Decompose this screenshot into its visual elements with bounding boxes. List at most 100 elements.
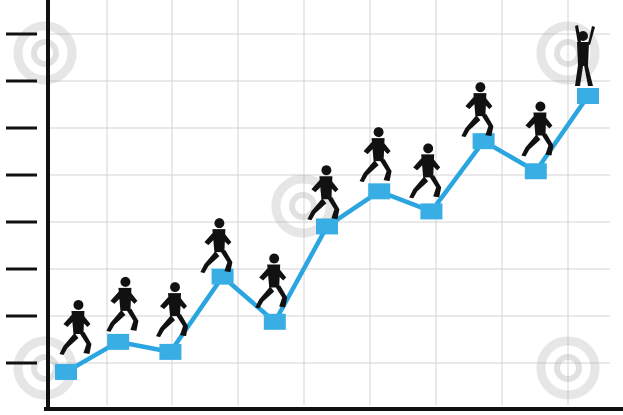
person-leg-back xyxy=(307,198,327,221)
person-head xyxy=(373,127,384,138)
person-arm-back xyxy=(160,296,173,310)
watermark-ring-outer xyxy=(536,336,600,400)
person-arm-front xyxy=(380,141,391,155)
watermark-ring-inner xyxy=(31,39,59,67)
person-arm-front xyxy=(127,290,138,304)
person-arm-back xyxy=(63,313,76,327)
person-arm-back xyxy=(465,96,478,110)
person-leg-back xyxy=(156,315,176,338)
watermark-ring-outer xyxy=(271,174,335,238)
person-arm-back xyxy=(204,232,217,246)
person-arm-back xyxy=(363,141,376,155)
running-businessman xyxy=(359,127,392,183)
person-arm-front xyxy=(542,115,553,129)
person-head xyxy=(120,276,131,287)
person-arm-front xyxy=(430,157,441,171)
person-leg-left xyxy=(575,65,583,86)
person-leg-front xyxy=(79,331,92,354)
trend-marker xyxy=(577,88,599,104)
person-head xyxy=(73,299,84,310)
trend-marker xyxy=(211,268,234,285)
person-leg-back xyxy=(521,134,541,157)
person-arm-front xyxy=(80,313,91,327)
person-leg-front xyxy=(220,250,233,273)
trend-marker xyxy=(524,163,547,180)
running-businessman xyxy=(255,253,288,309)
person-leg-front xyxy=(481,114,494,137)
running-businessman xyxy=(59,299,92,355)
person-head xyxy=(423,143,434,154)
person-leg-back xyxy=(59,332,79,355)
person-leg-front xyxy=(126,308,139,331)
person-leg-front xyxy=(541,133,554,156)
person-leg-front xyxy=(327,197,340,220)
person-leg-right xyxy=(584,65,593,86)
running-businessman xyxy=(461,82,494,138)
person-arm-raised-right xyxy=(588,26,595,45)
person-arm-raised-left xyxy=(575,25,581,44)
person-torso xyxy=(473,93,487,117)
person-torso xyxy=(533,112,547,136)
trend-marker xyxy=(263,313,286,330)
person-arm-back xyxy=(259,267,272,281)
watermark-ring-inner xyxy=(289,192,317,220)
trend-marker xyxy=(368,183,391,200)
watermark-ring-inner xyxy=(31,354,59,382)
person-arm-back xyxy=(525,115,538,129)
person-torso xyxy=(371,138,385,162)
person-torso xyxy=(168,293,182,317)
person-torso xyxy=(319,176,333,200)
silhouette-layer xyxy=(59,25,595,355)
trend-marker xyxy=(159,343,182,360)
person-arm-front xyxy=(276,267,287,281)
person-torso xyxy=(71,310,85,334)
trend-marker xyxy=(472,133,495,150)
running-businessman xyxy=(200,218,233,274)
person-torso xyxy=(577,42,589,66)
trend-marker xyxy=(316,218,338,235)
person-torso xyxy=(267,264,281,288)
trend-marker xyxy=(55,363,77,380)
person-torso xyxy=(421,154,435,178)
trend-layer xyxy=(55,88,599,380)
person-arm-front xyxy=(482,96,493,110)
person-leg-front xyxy=(379,159,392,182)
person-arm-front xyxy=(177,296,188,310)
person-leg-front xyxy=(275,285,288,308)
running-businessman xyxy=(409,143,442,199)
person-arm-back xyxy=(311,179,324,193)
person-arm-front xyxy=(221,232,232,246)
person-head xyxy=(578,31,588,41)
watermark-icon xyxy=(536,336,600,400)
running-businessman xyxy=(521,101,554,157)
person-leg-back xyxy=(461,115,481,138)
watermark-icon xyxy=(271,174,335,238)
person-head xyxy=(214,218,225,229)
running-businessman xyxy=(106,276,139,332)
watermark-ring-inner xyxy=(554,354,582,382)
person-arm-back xyxy=(110,290,123,304)
person-head xyxy=(269,253,280,264)
person-head xyxy=(475,82,486,93)
person-head xyxy=(170,282,181,293)
person-leg-back xyxy=(106,309,126,332)
person-torso xyxy=(212,229,226,253)
person-head xyxy=(321,165,332,176)
person-leg-back xyxy=(359,160,379,183)
person-leg-back xyxy=(255,286,275,309)
chart-axes xyxy=(6,0,623,411)
person-leg-back xyxy=(200,251,220,274)
person-leg-front xyxy=(176,314,189,337)
person-arm-front xyxy=(328,179,339,193)
person-leg-back xyxy=(409,176,429,199)
person-head xyxy=(535,101,546,112)
trend-marker xyxy=(107,333,130,350)
watermark-ring-outer xyxy=(13,21,77,85)
trend-marker xyxy=(420,203,443,220)
person-torso xyxy=(118,287,132,311)
person-arm-back xyxy=(413,157,426,171)
running-businessman xyxy=(307,165,340,221)
celebrating-businessman xyxy=(575,25,595,86)
